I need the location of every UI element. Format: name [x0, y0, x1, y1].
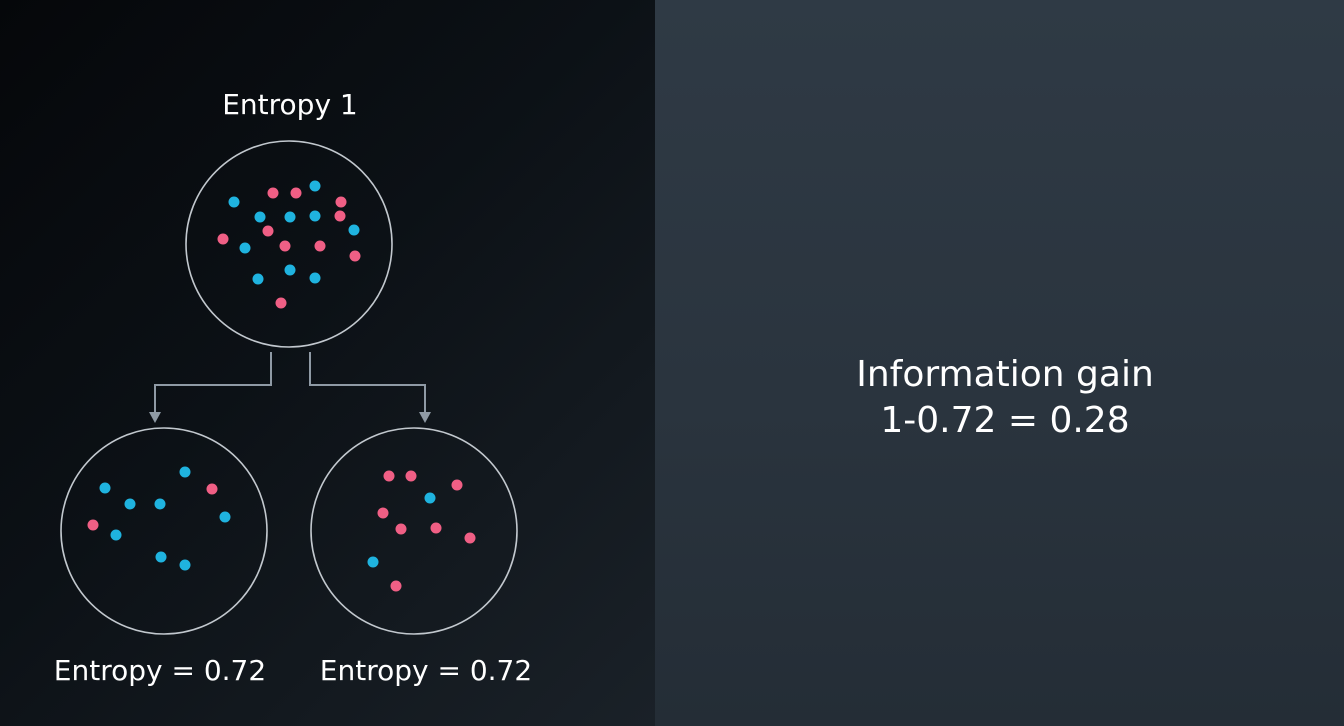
right-child-entropy-label: Entropy = 0.72: [319, 654, 533, 687]
root-blue-point: [228, 196, 240, 208]
left-child-blue-point: [124, 498, 136, 510]
root-pink-point: [279, 240, 291, 252]
connector-left: [154, 352, 272, 414]
root-node-points: [217, 180, 361, 309]
information-gain-formula: 1-0.72 = 0.28: [880, 400, 1130, 441]
root-pink-point: [267, 187, 279, 199]
left-child-blue-point: [154, 498, 166, 510]
right-child-pink-point: [395, 523, 407, 535]
root-node-circle: [185, 140, 393, 348]
right-child-circle: [310, 427, 518, 635]
root-blue-point: [284, 264, 296, 276]
arrowhead-left: [149, 412, 161, 423]
left-child-blue-point: [110, 529, 122, 541]
left-child-blue-point: [155, 551, 167, 563]
root-pink-point: [314, 240, 326, 252]
root-blue-point: [254, 211, 266, 223]
left-child-blue-point: [219, 511, 231, 523]
right-child-pink-point: [464, 532, 476, 544]
right-child-pink-point: [451, 479, 463, 491]
explanation-panel: [655, 0, 1344, 726]
right-child-pink-point: [383, 470, 395, 482]
right-child-blue-point: [367, 556, 379, 568]
connector-right: [309, 352, 426, 414]
root-pink-point: [335, 196, 347, 208]
left-child-blue-point: [179, 466, 191, 478]
root-entropy-label: Entropy 1: [222, 88, 358, 121]
root-pink-point: [290, 187, 302, 199]
root-pink-point: [217, 233, 229, 245]
root-blue-point: [252, 273, 264, 285]
right-child-pink-point: [390, 580, 402, 592]
root-blue-point: [284, 211, 296, 223]
left-child-blue-point: [179, 559, 191, 571]
root-pink-point: [275, 297, 287, 309]
information-gain-title: Information gain: [856, 354, 1154, 395]
root-blue-point: [348, 224, 360, 236]
left-child-points: [87, 466, 231, 571]
information-gain-text: Information gain 1-0.72 = 0.28: [856, 352, 1154, 444]
left-child-pink-point: [206, 483, 218, 495]
root-blue-point: [309, 210, 321, 222]
root-pink-point: [262, 225, 274, 237]
left-child-circle: [60, 427, 268, 635]
diagram-panel: [0, 0, 655, 726]
left-child-entropy-label: Entropy = 0.72: [53, 654, 267, 687]
arrowhead-right: [419, 412, 431, 423]
root-pink-point: [349, 250, 361, 262]
left-child-blue-point: [99, 482, 111, 494]
root-blue-point: [239, 242, 251, 254]
right-child-pink-point: [405, 470, 417, 482]
right-child-blue-point: [424, 492, 436, 504]
root-blue-point: [309, 272, 321, 284]
right-child-pink-point: [430, 522, 442, 534]
right-child-points: [367, 470, 476, 592]
root-blue-point: [309, 180, 321, 192]
root-pink-point: [334, 210, 346, 222]
left-child-pink-point: [87, 519, 99, 531]
right-child-pink-point: [377, 507, 389, 519]
